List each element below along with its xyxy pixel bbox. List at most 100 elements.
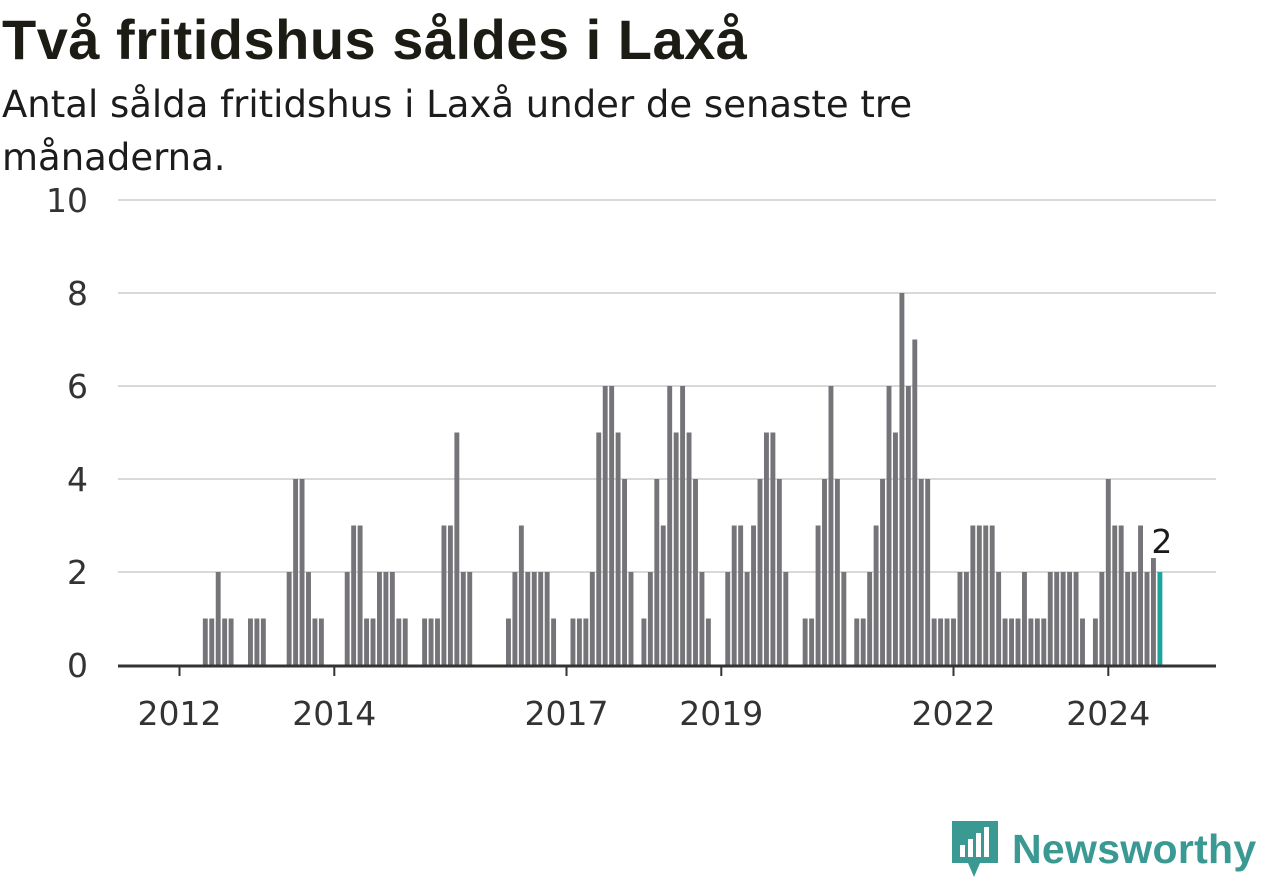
bar xyxy=(893,432,898,665)
bar xyxy=(506,618,511,665)
y-tick-label: 6 xyxy=(67,367,88,406)
bar xyxy=(970,525,976,665)
bar xyxy=(699,572,705,665)
bar xyxy=(1015,618,1021,665)
bar xyxy=(570,618,576,665)
bar xyxy=(886,386,892,665)
brand-name: Newsworthy xyxy=(1012,825,1257,872)
bar xyxy=(602,386,608,665)
bar xyxy=(306,572,311,665)
bar xyxy=(783,572,789,665)
bar xyxy=(428,618,434,665)
gridlines xyxy=(118,199,1216,573)
bar xyxy=(1073,572,1079,665)
bar xyxy=(1060,572,1066,665)
bar xyxy=(596,432,602,665)
bar-chart: 0 2 4 6 8 10 2012 2014 2017 2019 2022 2024 2 xyxy=(46,181,1216,733)
bar xyxy=(1067,572,1073,665)
bar xyxy=(738,525,744,665)
bar xyxy=(931,618,937,665)
bar xyxy=(925,479,931,665)
bar xyxy=(377,572,382,665)
x-axis: 2012 2014 2017 2019 2022 2024 xyxy=(118,664,1216,733)
bar xyxy=(318,618,324,665)
bar xyxy=(841,572,847,665)
bar xyxy=(576,618,582,665)
last-value-label: 2 xyxy=(1151,522,1172,561)
bar xyxy=(918,479,924,665)
bar xyxy=(1131,572,1137,665)
bar xyxy=(460,572,466,665)
bar xyxy=(525,572,531,665)
bar xyxy=(209,618,215,665)
x-tick-label: 2022 xyxy=(912,694,996,733)
bar xyxy=(757,479,763,665)
bar xyxy=(822,479,827,665)
bar xyxy=(551,618,557,665)
x-tick-label: 2014 xyxy=(292,694,376,733)
bar xyxy=(828,386,834,665)
bar xyxy=(383,572,389,665)
bar xyxy=(467,572,473,665)
bar xyxy=(693,479,698,665)
bar xyxy=(944,618,950,665)
bar xyxy=(938,618,944,665)
bar xyxy=(389,572,395,665)
bar xyxy=(1118,525,1124,665)
bar xyxy=(983,525,989,665)
bar xyxy=(751,525,756,665)
bar xyxy=(996,572,1002,665)
bar xyxy=(589,572,595,665)
bar xyxy=(1151,558,1156,665)
bar xyxy=(957,572,963,665)
bar xyxy=(396,618,402,665)
bar xyxy=(518,525,524,665)
bar xyxy=(1054,572,1060,665)
bar xyxy=(531,572,537,665)
bar xyxy=(976,525,982,665)
bar xyxy=(1034,618,1040,665)
chart-subtitle: Antal sålda fritidshus i Laxå under de s… xyxy=(2,83,913,179)
bar xyxy=(854,618,860,665)
bar xyxy=(1125,572,1131,665)
bar xyxy=(867,572,873,665)
bar xyxy=(1009,618,1014,665)
bar xyxy=(344,572,350,665)
bar xyxy=(1105,479,1111,665)
bar xyxy=(705,618,711,665)
bar xyxy=(422,618,428,665)
bar xyxy=(802,618,808,665)
bar xyxy=(441,525,447,665)
bar xyxy=(673,432,679,665)
bar xyxy=(370,618,376,665)
bar xyxy=(770,432,776,665)
bar xyxy=(260,618,266,665)
bar xyxy=(725,572,731,665)
bar xyxy=(447,525,453,665)
bar xyxy=(654,479,660,665)
bar xyxy=(293,479,299,665)
bar xyxy=(312,618,318,665)
bar xyxy=(905,386,911,665)
bar xyxy=(222,618,228,665)
bar xyxy=(1028,618,1034,665)
bar xyxy=(538,572,544,665)
bar xyxy=(215,572,221,665)
y-tick-label: 0 xyxy=(67,646,88,685)
y-tick-label: 8 xyxy=(67,274,88,313)
bar xyxy=(1041,618,1047,665)
bar xyxy=(402,618,408,665)
newsworthy-brand: Newsworthy xyxy=(950,818,1257,880)
x-tick-label: 2024 xyxy=(1066,694,1150,733)
bar xyxy=(622,479,627,665)
x-tick-label: 2019 xyxy=(679,694,763,733)
bar xyxy=(286,572,292,665)
bar xyxy=(667,386,673,665)
y-axis-ticks: 0 2 4 6 8 10 xyxy=(46,181,88,685)
bar xyxy=(834,479,840,665)
bar xyxy=(583,618,589,665)
bar xyxy=(680,386,686,665)
x-tick-label: 2012 xyxy=(138,694,222,733)
bar xyxy=(435,618,440,665)
x-tick-label: 2017 xyxy=(525,694,609,733)
